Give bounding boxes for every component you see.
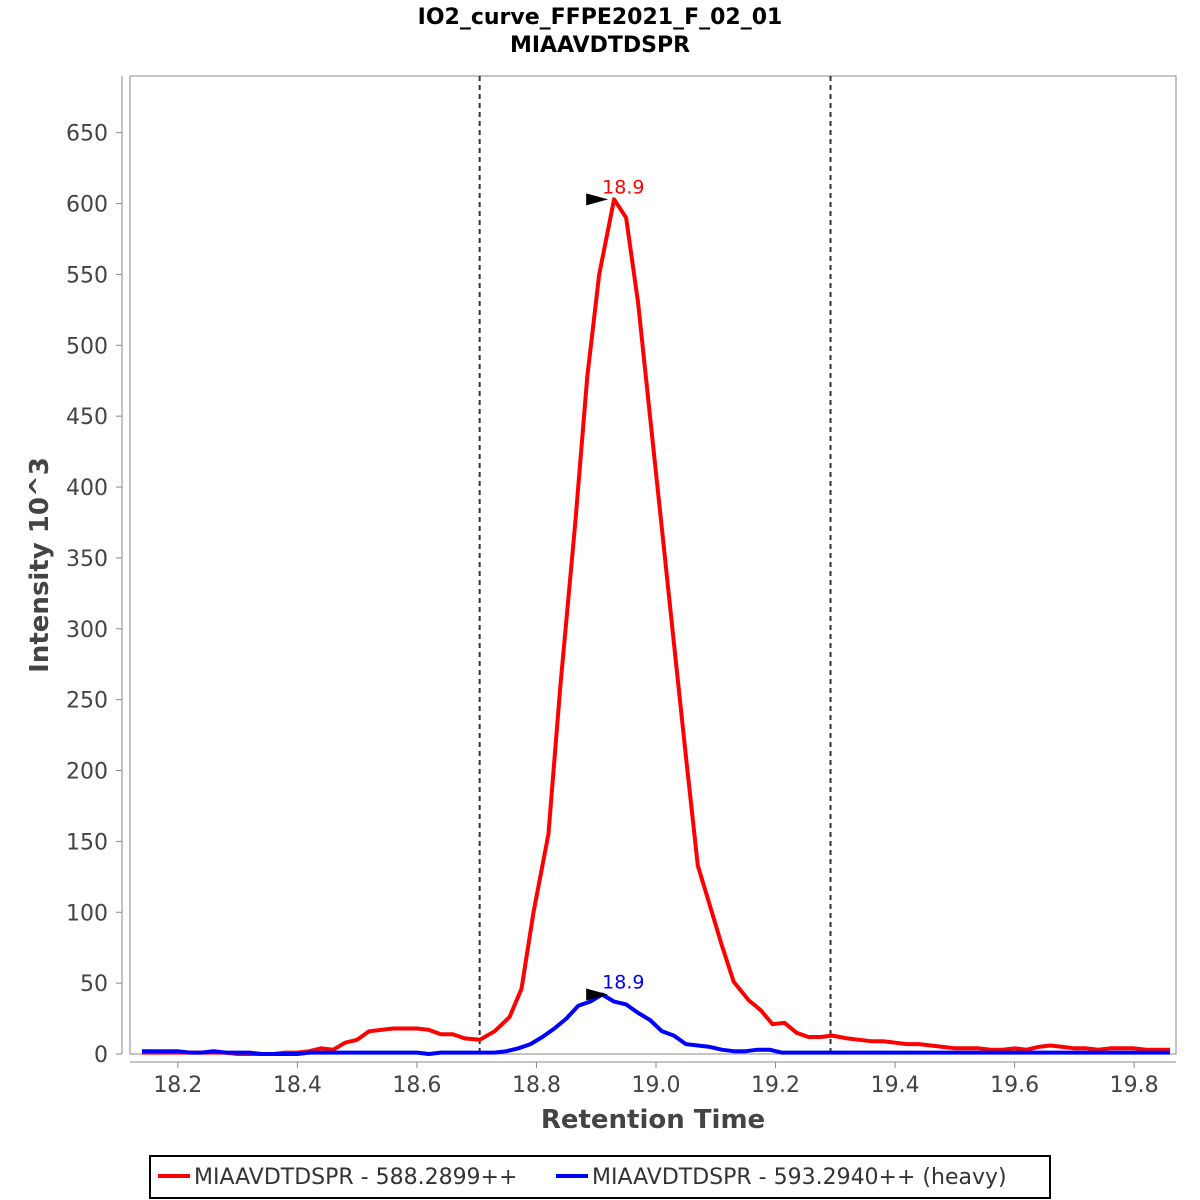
y-tick-label: 250 [66, 689, 108, 714]
peak-label: 18.9 [602, 971, 644, 993]
x-tick-label: 19.8 [1110, 1073, 1159, 1098]
legend-label-heavy: MIAAVDTDSPR - 593.2940++ (heavy) [592, 1165, 1007, 1190]
chart-subtitle: MIAAVDTDSPR [510, 33, 690, 58]
x-axis-title: Retention Time [541, 1105, 765, 1135]
plot-area [129, 75, 1177, 1055]
y-tick-label: 350 [66, 547, 108, 572]
y-tick-label: 450 [66, 405, 108, 430]
y-tick-label: 650 [66, 122, 108, 147]
y-axis-ticks: 0 50 100 150 200 250 300 350 400 450 500 550 600 650 [66, 122, 122, 1068]
chart-title: IO2_curve_FFPE2021_F_02_01 [418, 5, 783, 30]
x-tick-label: 18.4 [273, 1073, 322, 1098]
y-tick-label: 300 [66, 618, 108, 643]
x-tick-label: 18.2 [153, 1073, 202, 1098]
y-tick-label: 150 [66, 830, 108, 855]
peak-arrow [586, 193, 609, 206]
x-tick-label: 19.2 [751, 1073, 800, 1098]
x-tick-label: 19.6 [990, 1073, 1039, 1098]
legend-box [149, 1155, 1051, 1199]
y-tick-label: 0 [94, 1043, 108, 1068]
x-tick-label: 18.8 [512, 1073, 561, 1098]
x-tick-label: 18.6 [392, 1073, 441, 1098]
legend-label-light: MIAAVDTDSPR - 588.2899++ [194, 1165, 517, 1190]
x-axis-ticks: 18.2 18.4 18.6 18.8 19.0 19.2 19.4 19.6 19.8 [153, 1062, 1159, 1098]
y-tick-label: 100 [66, 901, 108, 926]
y-tick-label: 200 [66, 760, 108, 785]
y-axis-title: Intensity 10^3 [25, 457, 55, 673]
series-line-heavy [142, 992, 1170, 1056]
y-tick-label: 550 [66, 263, 108, 288]
x-tick-label: 19.0 [631, 1073, 680, 1098]
x-tick-label: 19.4 [871, 1073, 920, 1098]
integration-boundaries [478, 76, 832, 1054]
peak-annotations: 18.9 18.9 [586, 176, 644, 1001]
y-tick-label: 600 [66, 193, 108, 218]
legend: MIAAVDTDSPR - 588.2899++ MIAAVDTDSPR - 5… [149, 1155, 1051, 1199]
y-tick-label: 500 [66, 334, 108, 359]
series-layer [142, 197, 1170, 1056]
y-tick-label: 400 [66, 476, 108, 501]
peak-label: 18.9 [602, 176, 644, 198]
peak-arrow [586, 988, 609, 1001]
y-tick-label: 50 [80, 972, 108, 997]
